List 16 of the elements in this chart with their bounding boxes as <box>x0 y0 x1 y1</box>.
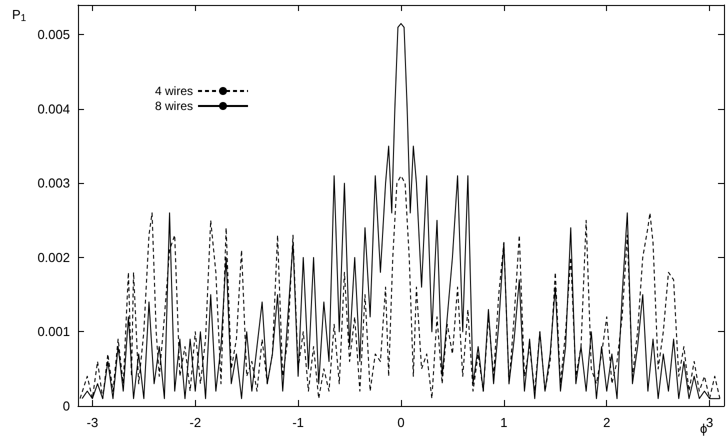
legend-label: 8 wires <box>154 99 194 113</box>
y-tick-label: 0 <box>62 398 70 414</box>
x-tick-label: 2 <box>603 415 610 430</box>
y-tick-label: 0.004 <box>37 101 70 116</box>
x-tick-label: -1 <box>292 415 304 430</box>
x-tick-label: 0 <box>397 415 405 430</box>
x-tick-label: -2 <box>189 415 202 430</box>
x-tick-label: 3 <box>706 415 714 430</box>
y-tick-label: 0.003 <box>37 176 70 191</box>
x-tick-label: -3 <box>86 415 98 430</box>
y-tick-label: 0.001 <box>37 324 70 340</box>
legend-label: 4 wires <box>154 84 194 98</box>
x-axis-title: ϕ <box>700 421 708 436</box>
y-tick-label: 0.005 <box>37 27 70 42</box>
y-tick-label: 0.002 <box>37 250 70 265</box>
x-tick-label: 1 <box>500 415 508 430</box>
